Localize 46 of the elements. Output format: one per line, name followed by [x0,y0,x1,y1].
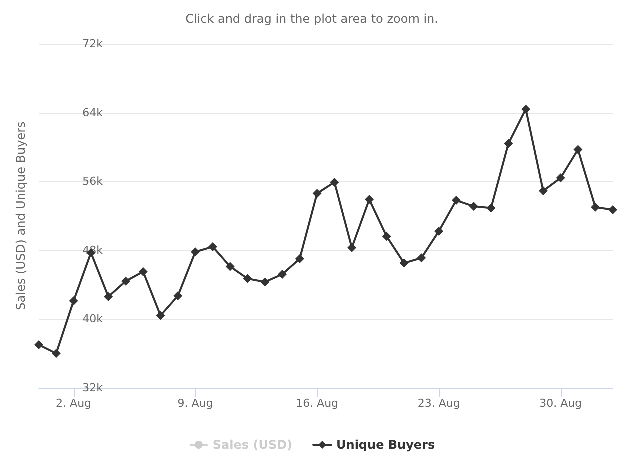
point [260,278,270,287]
point [382,232,392,242]
point [522,104,531,114]
chart-subtitle: Click and drag in the plot area to zoom in. [186,12,438,26]
point [452,196,461,206]
point [156,311,166,320]
point [69,296,78,306]
y-axis-title: Sales (USD) and Unique Buyers [14,122,28,310]
point [312,189,322,198]
x-tick-label: 30. Aug [540,397,582,410]
point [104,292,114,302]
point [138,267,148,276]
x-tick-label: 23. Aug [418,397,460,410]
point [417,254,426,263]
point [608,205,618,214]
point [121,276,130,286]
point [191,248,200,257]
y-tick-label: 72k [82,38,104,50]
point [208,242,218,252]
y-tick-label: 56k [82,175,104,188]
point [330,178,340,187]
point [174,291,183,300]
point [556,174,566,183]
point [504,139,514,148]
point [538,186,548,196]
point [574,145,583,154]
point [295,254,304,264]
point [278,270,288,279]
x-tick-label: 16. Aug [296,397,339,410]
point [226,262,235,272]
point [469,202,478,212]
y-tick-label: 40k [82,312,104,326]
point [364,195,374,204]
point [591,202,600,212]
point [486,204,496,213]
x-tick-label: 2. Aug [56,397,92,410]
legend-label: Unique Buyers [336,438,436,452]
y-tick-label: 64k [82,106,104,120]
point [52,349,61,358]
point [348,243,357,252]
y-tick-label: 32k [82,382,104,394]
point [34,340,44,350]
x-tick-label: 9. Aug [178,397,214,410]
point [434,226,444,236]
point [400,258,409,268]
point [243,274,252,284]
